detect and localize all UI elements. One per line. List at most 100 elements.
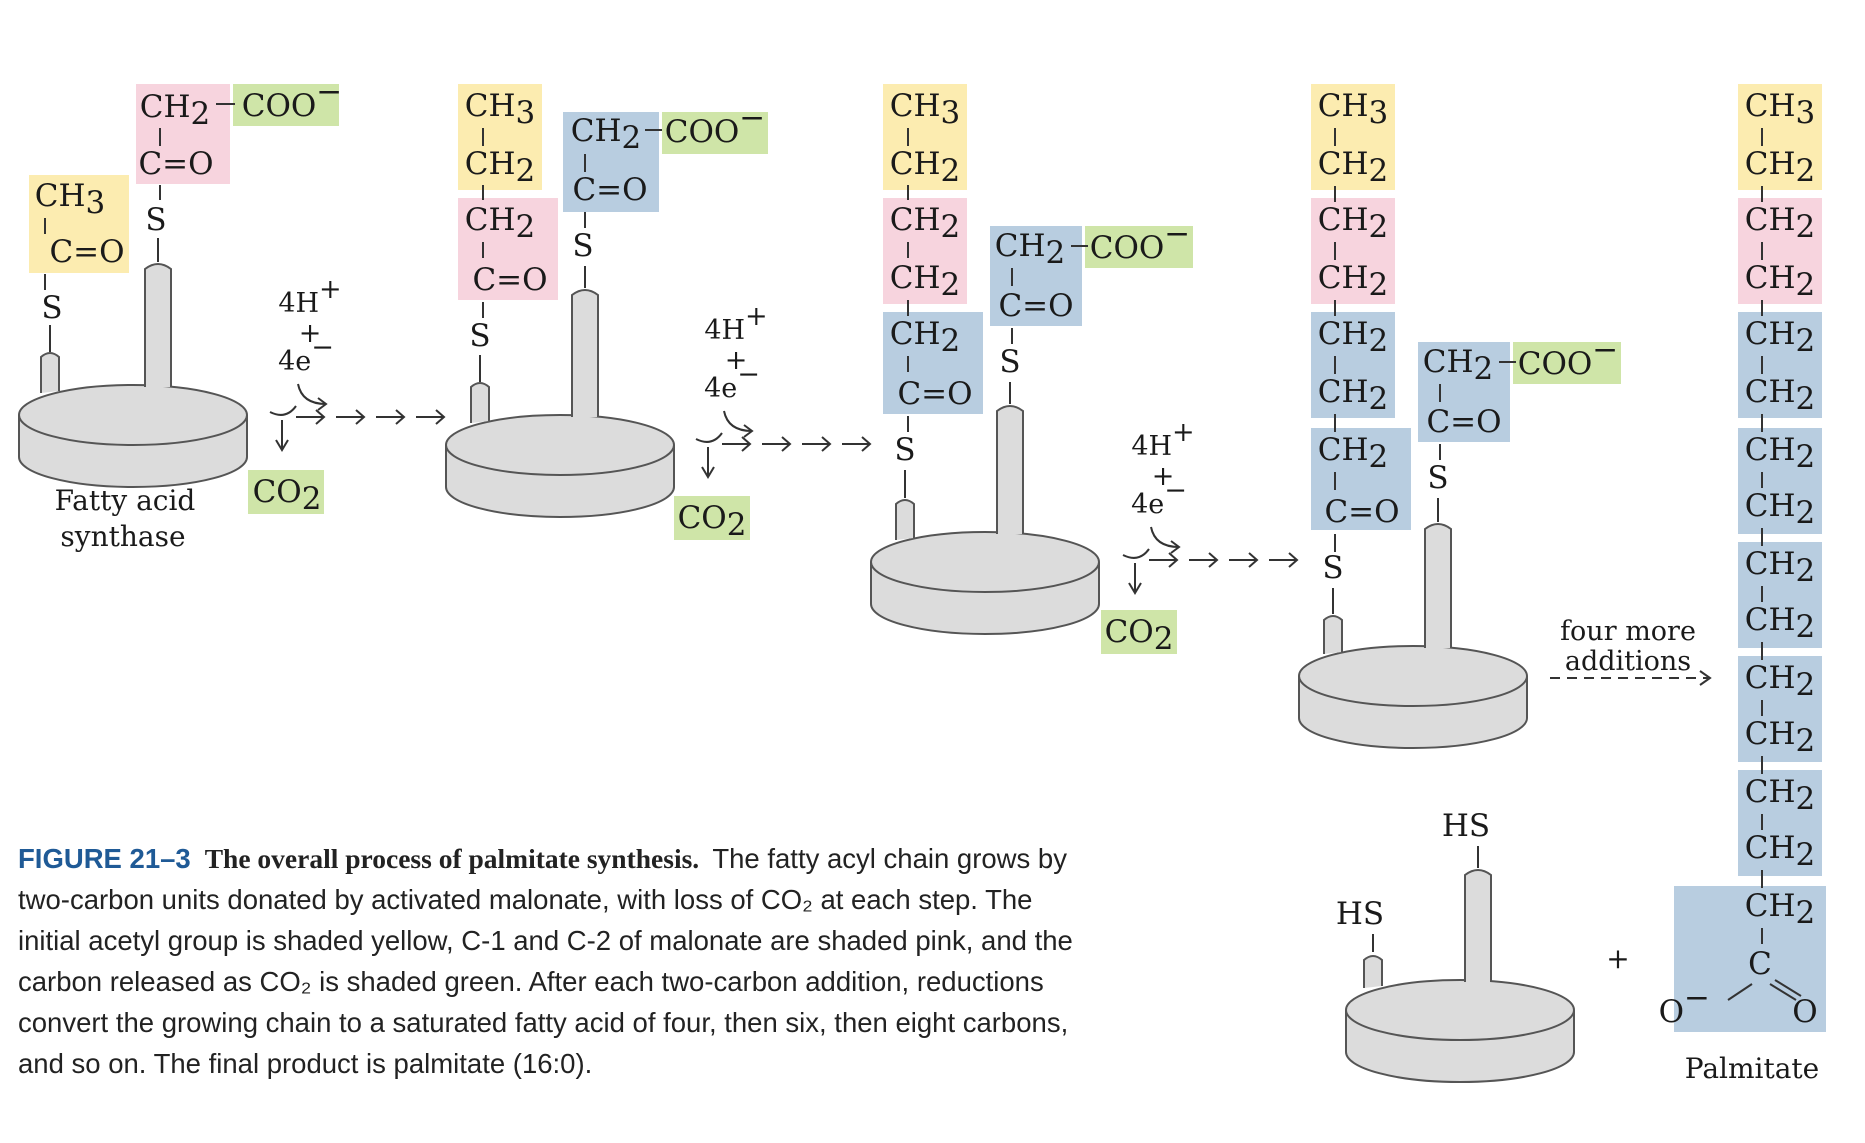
sulfur-atom: S [1322, 550, 1343, 586]
ch2-group: CH2 [1745, 146, 1816, 189]
ch2-group: CH2 [140, 89, 211, 132]
ch2-group: CH2 [1745, 602, 1816, 645]
ch2-group: CH2 [1745, 316, 1816, 359]
co2-arrow [269, 405, 297, 416]
ch2-group: CH2 [1745, 546, 1816, 589]
ch2-group: CH2 [890, 146, 961, 189]
arrowhead [1208, 552, 1219, 568]
co2-released-box [674, 496, 750, 540]
carboxylate-group: COO− [1090, 216, 1191, 266]
malonyl-box [1418, 342, 1510, 442]
proton-label: 4H+ [278, 274, 341, 319]
fatty-acid-synthase-enzyme [445, 289, 675, 518]
malonyl-box [990, 226, 1082, 326]
co2-label: CO2 [253, 474, 322, 517]
ch2-group: CH2 [1745, 374, 1816, 417]
electron-arrow [1150, 526, 1180, 548]
co2-label: CO2 [678, 500, 747, 543]
reduced-box [1738, 312, 1822, 418]
carbonyl-oxygen: O [1792, 994, 1817, 1030]
arrowhead [1248, 552, 1259, 568]
electron-label: 4e− [1131, 475, 1187, 520]
carboxylate-box [1674, 886, 1826, 1032]
carbonyl-group: C=O [572, 172, 647, 208]
acetyl-box [1738, 84, 1822, 190]
co2-released-box [1101, 610, 1177, 654]
arrowhead [1168, 552, 1179, 568]
ch2-group: CH2 [890, 202, 961, 245]
ch2-group: CH2 [890, 260, 961, 303]
enzyme-long-arm [996, 405, 1024, 534]
fatty-acid-synthase-enzyme [870, 405, 1100, 635]
reaction-arrows [269, 383, 446, 452]
reduced-box [1311, 428, 1411, 530]
carbonyl-group: C=O [1324, 494, 1399, 530]
enzyme-short-arm [1363, 955, 1383, 988]
co2-arrow [1122, 548, 1150, 559]
ch3-group: CH3 [890, 88, 961, 131]
ch3-group: CH3 [35, 178, 106, 221]
co2-box [1085, 226, 1193, 268]
ch2-group: CH2 [890, 316, 961, 359]
malonate-c1-c2-box [1738, 198, 1822, 304]
figure-title: The overall process of palmitate synthes… [204, 843, 700, 874]
enzyme-long-arm [1464, 869, 1492, 982]
sulfur-atom: S [894, 432, 915, 468]
plus-sign: + [299, 318, 322, 349]
ch2-group: CH2 [1745, 888, 1816, 931]
carboxylate-group: COO− [1518, 332, 1619, 382]
ch2-group: CH2 [1423, 344, 1494, 387]
reduced-box [1311, 312, 1395, 418]
ch2-group: CH2 [465, 202, 536, 245]
reaction-arrows [695, 410, 872, 479]
arrowhead [315, 409, 326, 425]
reduced-box [1738, 428, 1822, 534]
sulfur-atom: S [145, 202, 166, 238]
additions-label: additions [1565, 646, 1691, 677]
ch2-group: CH2 [571, 113, 642, 156]
enzyme-long-arm [571, 289, 599, 417]
arrowhead [701, 466, 715, 479]
arrowhead [317, 397, 328, 411]
ch2-group: CH2 [1318, 432, 1389, 475]
thiol-group-long-arm: HS [1442, 808, 1490, 844]
enzyme-name-line1: Fatty acid [55, 484, 196, 517]
enzyme-short-arm [1323, 615, 1343, 654]
ch3-group: CH3 [1318, 88, 1389, 131]
bond-line [1769, 983, 1797, 1001]
co2-box [233, 84, 339, 126]
ch2-group: CH2 [1745, 660, 1816, 703]
ch2-group: CH2 [1745, 260, 1816, 303]
ch2-group: CH2 [1745, 202, 1816, 245]
malonate-c1-c2-box [883, 198, 967, 304]
sulfur-atom: S [469, 318, 490, 354]
reduced-box [1738, 770, 1822, 876]
sulfur-atom: S [999, 344, 1020, 380]
carboxylate-oxygen: O− [1659, 980, 1710, 1030]
ch2-group: CH2 [1745, 830, 1816, 873]
thiol-group-short-arm: HS [1336, 896, 1384, 932]
arrowhead [781, 436, 792, 452]
electron-arrow [723, 410, 753, 432]
reduced-box [883, 312, 983, 414]
reaction-arrows [1122, 526, 1299, 595]
figure-number: FIGURE 21–3 [18, 843, 191, 874]
arrowhead [1128, 582, 1142, 595]
enzyme-name-line2: synthase [60, 520, 185, 553]
product-plus: + [1606, 942, 1629, 975]
product-name: Palmitate [1685, 1052, 1820, 1085]
ch2-group: CH2 [1318, 202, 1389, 245]
carboxylate-group: COO− [665, 100, 766, 150]
ch2-group: CH2 [995, 228, 1066, 271]
malonate-c1-c2-box [1311, 198, 1395, 304]
carbonyl-group: C=O [897, 376, 972, 412]
ch2-group: CH2 [1745, 774, 1816, 817]
acetyl-box [883, 84, 967, 190]
enzyme-top [1345, 979, 1575, 1041]
carbonyl-group: C=O [49, 234, 124, 270]
arrowhead [275, 439, 289, 452]
enzyme-top [870, 531, 1100, 593]
enzyme-long-arm [1424, 523, 1452, 648]
arrowhead [1170, 540, 1181, 554]
